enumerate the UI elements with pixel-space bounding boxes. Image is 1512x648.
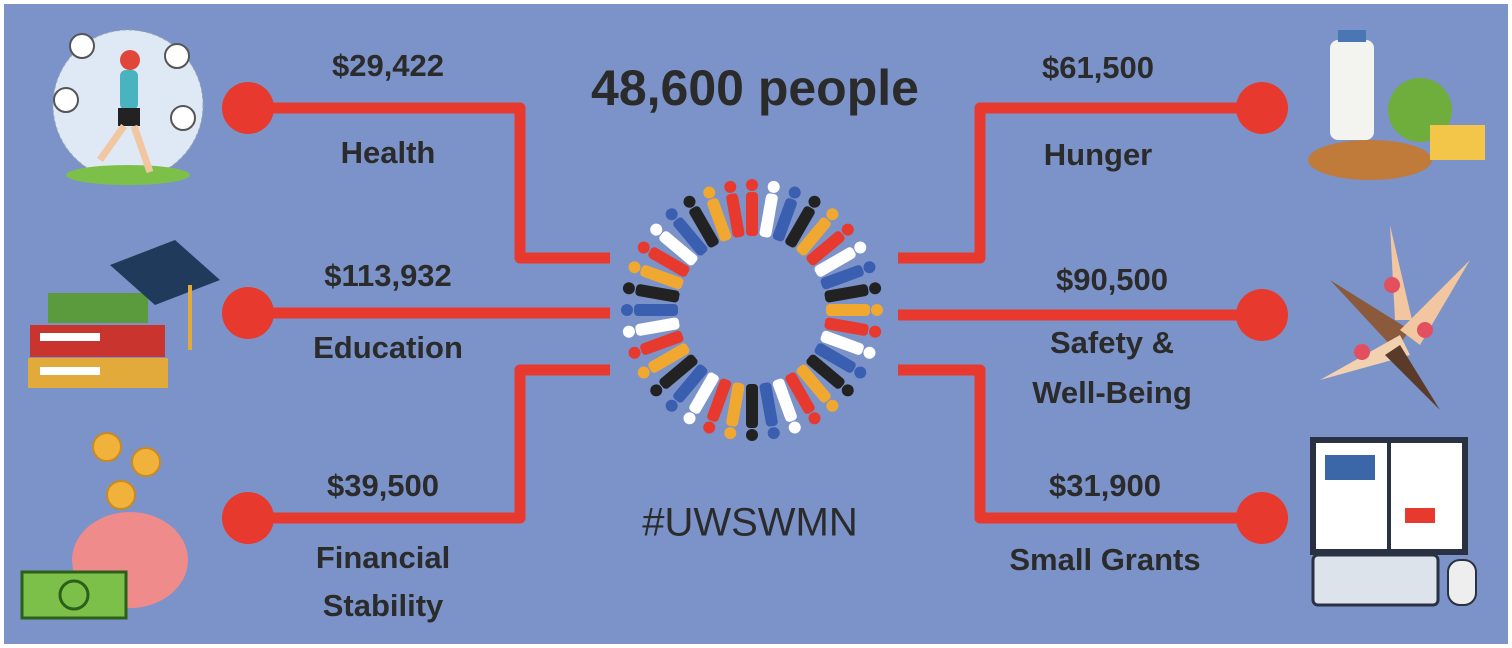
amount: $61,500 <box>1042 50 1154 85</box>
connector-dot <box>1236 492 1288 544</box>
infographic: 48,600 people #UWSWMN $29,422 Health $113,… <box>0 0 1512 648</box>
connector-dot <box>1236 289 1288 341</box>
hashtag: #UWSWMN <box>642 501 858 545</box>
amount: $113,932 <box>324 258 452 293</box>
person-head <box>746 179 758 191</box>
category-label: Stability <box>323 588 444 623</box>
person-body <box>826 304 870 316</box>
person <box>746 179 758 236</box>
person-head <box>871 304 883 316</box>
amount: $31,900 <box>1049 468 1161 503</box>
connector-dot <box>222 82 274 134</box>
person-head <box>621 304 633 316</box>
category-label: Education <box>313 330 463 365</box>
connector-dot <box>222 287 274 339</box>
category-label: Health <box>341 135 436 170</box>
category-label: Financial <box>316 540 450 575</box>
person <box>621 304 678 316</box>
person-body <box>746 192 758 236</box>
person-head <box>746 429 758 441</box>
connector-dot <box>222 492 274 544</box>
person <box>746 384 758 441</box>
category-label: Safety & <box>1050 325 1174 360</box>
category-label: Well-Being <box>1032 375 1192 410</box>
amount: $29,422 <box>332 48 444 83</box>
category-label: Hunger <box>1044 137 1153 172</box>
person-body <box>634 304 678 316</box>
person <box>826 304 883 316</box>
category-label: Small Grants <box>1009 542 1200 577</box>
person-body <box>746 384 758 428</box>
title: 48,600 people <box>591 60 919 116</box>
grants-icon <box>1313 440 1476 605</box>
connector-dot <box>1236 82 1288 134</box>
amount: $39,500 <box>327 468 439 503</box>
amount: $90,500 <box>1056 262 1168 297</box>
